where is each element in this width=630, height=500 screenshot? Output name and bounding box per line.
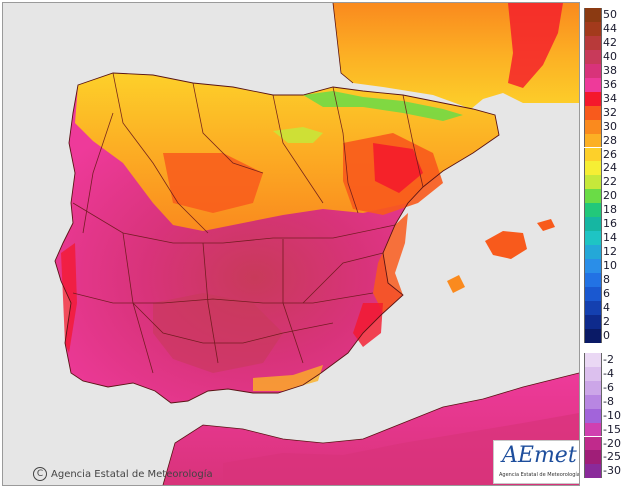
legend-swatch-pos-11 <box>584 161 602 176</box>
legend-swatch-neg-2 <box>584 380 602 395</box>
legend-label-pos-10: 26 <box>603 147 617 161</box>
legend-swatch-neg-7 <box>584 450 602 465</box>
mallorca-island <box>485 231 527 259</box>
legend-swatch-pos-17 <box>584 245 602 260</box>
map-canvas <box>3 3 579 485</box>
legend-label-pos-14: 18 <box>603 203 617 217</box>
legend-label-pos-20: 6 <box>603 287 610 300</box>
legend-swatch-pos-19 <box>584 273 602 287</box>
menorca-island <box>537 219 555 231</box>
legend-label-neg-8: -30 <box>603 464 621 478</box>
iberia-coastline <box>54 72 500 404</box>
east-coast-band <box>373 213 408 313</box>
logo-wordmark: AEmet <box>502 443 577 468</box>
legend-swatch-pos-0 <box>584 8 602 22</box>
legend-swatch-neg-1 <box>584 366 602 381</box>
legend-swatch-pos-20 <box>584 287 602 301</box>
copyright-icon: C <box>33 467 47 481</box>
legend-label-neg-0: -2 <box>603 352 614 366</box>
legend-label-pos-8: 30 <box>603 119 617 133</box>
legend-label-neg-5: -15 <box>603 422 621 436</box>
cantabrian-cool <box>273 127 323 143</box>
legend-swatch-neg-5 <box>584 422 602 437</box>
legend-label-pos-22: 2 <box>603 314 610 328</box>
temperature-map: C Agencia Estatal de Meteorología AEmet … <box>2 2 580 486</box>
legend-label-pos-7: 32 <box>603 105 617 119</box>
copyright-text: Agencia Estatal de Meteorología <box>51 468 213 480</box>
africa-interior <box>223 413 579 485</box>
legend-label-pos-9: 28 <box>603 133 617 147</box>
legend-swatch-pos-9 <box>584 133 602 148</box>
legend-swatch-pos-18 <box>584 259 602 274</box>
legend-swatch-pos-21 <box>584 300 602 315</box>
aemet-logo: AEmet Agencia Estatal de Meteorología <box>493 440 580 484</box>
legend-label-pos-3: 40 <box>603 49 617 63</box>
africa-coastline <box>162 372 579 485</box>
legend-label-pos-19: 8 <box>603 273 610 287</box>
legend-swatch-pos-6 <box>584 91 602 106</box>
region-borders <box>72 72 424 374</box>
legend-label-pos-0: 50 <box>603 8 617 21</box>
legend-label-pos-11: 24 <box>603 161 617 175</box>
legend-label-pos-18: 10 <box>603 259 617 273</box>
legend-label-pos-17: 12 <box>603 245 617 259</box>
legend-swatch-pos-22 <box>584 314 602 329</box>
france-coastline <box>332 3 354 84</box>
legend-swatch-pos-13 <box>584 189 602 204</box>
pyrenees-cool <box>303 91 463 121</box>
legend-swatch-pos-23 <box>584 328 602 343</box>
legend-label-pos-6: 34 <box>603 91 617 105</box>
copyright-notice: C Agencia Estatal de Meteorología <box>33 467 213 481</box>
andalusia-coast <box>253 365 323 391</box>
legend-swatch-pos-16 <box>584 231 602 246</box>
legend-label-pos-5: 36 <box>603 77 617 91</box>
legend-label-pos-16: 14 <box>603 231 617 245</box>
legend-label-pos-21: 4 <box>603 300 610 314</box>
south-interior-hot <box>153 293 283 373</box>
legend-label-pos-4: 38 <box>603 63 617 77</box>
legend-swatch-pos-10 <box>584 147 602 162</box>
legend-label-pos-1: 44 <box>603 21 617 35</box>
legend-swatch-pos-5 <box>584 77 602 92</box>
logo-subtitle: Agencia Estatal de Meteorología <box>499 472 580 478</box>
legend-swatch-pos-8 <box>584 119 602 134</box>
legend-swatch-pos-4 <box>584 63 602 78</box>
legend-swatch-pos-14 <box>584 203 602 218</box>
legend-label-neg-6: -20 <box>603 436 621 450</box>
legend-swatch-pos-2 <box>584 35 602 50</box>
temperature-legend: 50 44 42 40 38 36 34 32 30 28 26 24 22 20 18 16 14 12 10 8 6… <box>584 8 628 484</box>
legend-swatch-pos-7 <box>584 105 602 120</box>
duero-hot <box>163 153 263 213</box>
legend-swatch-pos-1 <box>584 21 602 36</box>
ibiza-island <box>447 275 465 293</box>
legend-swatch-neg-8 <box>584 464 602 479</box>
legend-swatch-neg-0 <box>584 352 602 367</box>
legend-label-neg-3: -8 <box>603 394 614 408</box>
ebro-core <box>373 143 423 193</box>
legend-swatch-pos-3 <box>584 49 602 64</box>
legend-swatch-neg-6 <box>584 436 602 451</box>
legend-label-pos-23: 0 <box>603 328 610 342</box>
legend-label-pos-13: 20 <box>603 189 617 203</box>
legend-label-pos-15: 16 <box>603 217 617 231</box>
legend-label-neg-2: -6 <box>603 380 614 394</box>
legend-label-pos-2: 42 <box>603 35 617 49</box>
legend-label-neg-1: -4 <box>603 366 614 380</box>
legend-label-neg-7: -25 <box>603 450 621 464</box>
legend-swatch-pos-12 <box>584 175 602 190</box>
legend-swatch-pos-15 <box>584 217 602 232</box>
legend-swatch-neg-4 <box>584 408 602 423</box>
france-hot-band <box>508 3 563 88</box>
legend-label-pos-12: 22 <box>603 175 617 189</box>
legend-swatch-neg-3 <box>584 394 602 409</box>
legend-label-neg-4: -10 <box>603 408 621 422</box>
